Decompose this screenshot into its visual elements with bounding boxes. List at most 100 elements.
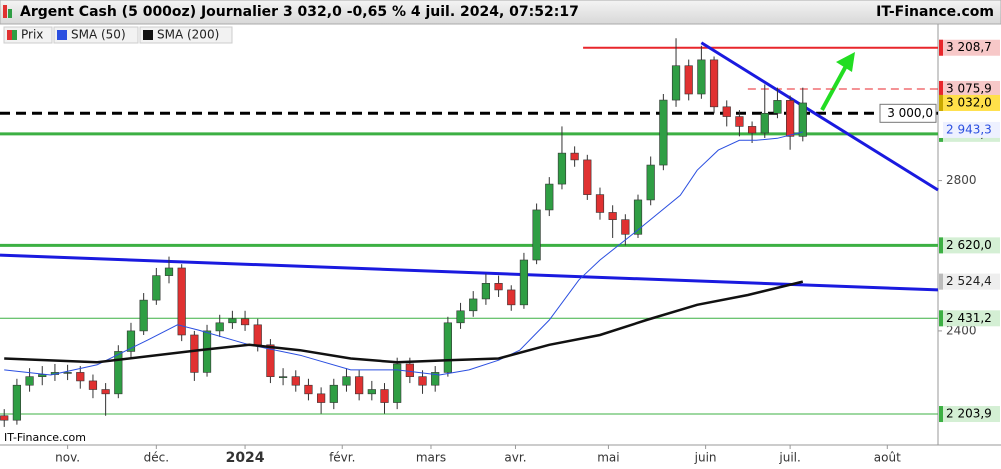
candle-body xyxy=(304,384,313,395)
x-tick-label: août xyxy=(874,451,901,465)
header-icon xyxy=(8,9,12,18)
x-tick-label: juin xyxy=(694,451,717,465)
candle-body xyxy=(583,159,592,195)
price-tag-edge xyxy=(939,39,943,56)
x-tick-label: avr. xyxy=(504,451,526,465)
chart-title: Argent Cash (5 000oz) Journalier 3 032,0… xyxy=(20,4,579,20)
candle-body xyxy=(646,164,655,201)
candle-body xyxy=(126,330,136,352)
candle-body xyxy=(76,372,85,382)
legend-label: Prix xyxy=(21,28,43,42)
candle-body xyxy=(608,212,617,220)
legend-label: SMA (50) xyxy=(71,28,126,42)
candle-body xyxy=(215,322,224,332)
candle-body xyxy=(735,116,744,127)
legend-label: SMA (200) xyxy=(157,28,219,42)
candle-body xyxy=(431,372,440,386)
trendline xyxy=(0,253,939,292)
candle-body xyxy=(469,298,478,312)
candle-body xyxy=(519,259,529,306)
x-tick-label: déc. xyxy=(144,451,169,465)
price-tag-bg xyxy=(939,94,1000,111)
price-tag-bg xyxy=(939,237,1000,254)
candle-body xyxy=(101,389,110,395)
arrow-head xyxy=(836,52,855,72)
x-tick-label: juil. xyxy=(778,451,800,465)
price-tag-edge xyxy=(939,237,943,254)
candle-body xyxy=(393,363,402,403)
candle-body xyxy=(697,59,706,95)
candle-body xyxy=(139,299,148,332)
candle-body xyxy=(63,372,72,374)
candle-body xyxy=(481,283,491,300)
candle-body xyxy=(595,194,605,213)
price-tag: 2 524,4 xyxy=(946,274,992,288)
legend-swatch xyxy=(12,30,17,40)
price-tag-bg xyxy=(939,310,1000,327)
candle-body xyxy=(177,267,186,336)
candle-body xyxy=(633,199,643,235)
candle-body xyxy=(418,376,427,386)
candle-body xyxy=(532,209,541,261)
candle-body xyxy=(747,126,757,134)
price-tag: 3 032,0 xyxy=(946,95,992,109)
candle-body xyxy=(12,384,22,421)
candle-body xyxy=(25,376,34,386)
candle-body xyxy=(152,275,161,301)
price-tag-bg xyxy=(939,121,1000,138)
x-tick-label: févr. xyxy=(329,451,355,465)
candle-body xyxy=(190,334,199,373)
candle-body xyxy=(405,363,414,377)
candle-body xyxy=(253,324,262,346)
candle-body xyxy=(773,100,782,114)
arrow xyxy=(820,65,848,111)
candle-body xyxy=(317,393,326,403)
candle-body xyxy=(240,318,250,326)
candle-body xyxy=(114,351,123,395)
legend: Prix SMA (50) SMA (200) xyxy=(3,26,233,44)
candle-body xyxy=(621,219,630,235)
candle-body xyxy=(722,106,731,117)
source: IT-Finance.com xyxy=(876,4,994,20)
candle-body xyxy=(367,389,376,395)
price-tag-bg xyxy=(939,80,1000,97)
level-label: 3 000,0 xyxy=(887,106,933,120)
x-tick-label: mars xyxy=(416,451,446,465)
price-tag: 2 943,3 xyxy=(946,122,992,136)
price-tag: 2 431,2 xyxy=(946,311,992,325)
candle-body xyxy=(355,376,364,395)
price-tag-bg xyxy=(939,39,1000,56)
candle-body xyxy=(88,380,98,390)
candle-body xyxy=(671,65,681,101)
candle-body xyxy=(228,318,237,324)
candle-body xyxy=(329,384,338,403)
candle-body xyxy=(545,183,554,211)
price-tag-edge xyxy=(939,406,943,423)
legend-swatch xyxy=(143,30,153,40)
price-tag: 2 203,9 xyxy=(946,407,992,421)
legend-swatch xyxy=(7,30,12,40)
price-tag-bg xyxy=(939,273,1000,290)
header-icon xyxy=(3,5,7,18)
price-tag: 3 075,9 xyxy=(946,81,992,95)
sma-line xyxy=(4,131,803,376)
sma-line xyxy=(4,280,804,364)
price-tag-edge xyxy=(939,94,943,111)
candle-body xyxy=(164,267,174,276)
watermark: IT-Finance.com xyxy=(4,431,86,444)
level-box xyxy=(879,103,937,123)
price-tag-edge xyxy=(939,273,943,290)
candle-body xyxy=(494,283,503,291)
candle-body xyxy=(278,376,288,378)
candle-body xyxy=(202,330,212,373)
candle-body xyxy=(659,99,668,166)
candle-body xyxy=(291,376,300,386)
price-tag-edge xyxy=(939,310,943,327)
price-tag-edge xyxy=(939,121,943,138)
candle-body xyxy=(570,152,579,161)
candle-body xyxy=(266,344,275,377)
x-tick-label: 2024 xyxy=(226,450,265,466)
candle-body xyxy=(443,322,452,373)
